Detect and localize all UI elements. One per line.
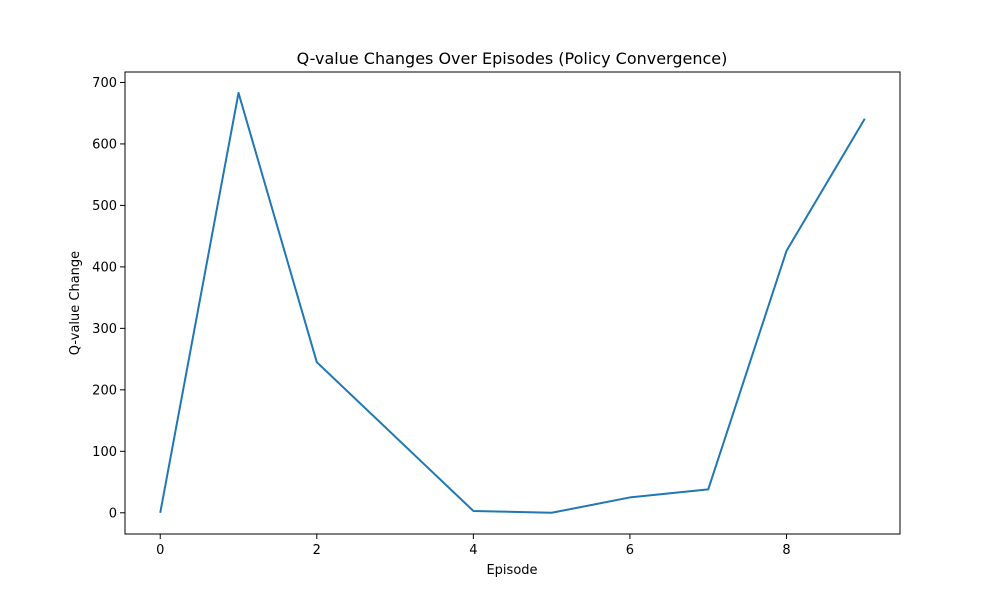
y-tick-label: 500 — [92, 199, 117, 214]
x-tick-label: 0 — [156, 543, 164, 558]
plot-area — [159, 91, 866, 514]
y-tick-label: 200 — [92, 383, 117, 398]
y-axis-label: Q-value Change — [68, 251, 83, 355]
x-tick-label: 6 — [626, 543, 634, 558]
x-tick-label: 2 — [313, 543, 321, 558]
x-tick-label: 8 — [782, 543, 790, 558]
x-tick-label: 4 — [469, 543, 477, 558]
y-tick-label: 300 — [92, 322, 117, 337]
y-tick-label: 0 — [109, 506, 117, 521]
y-tick-label: 700 — [92, 76, 117, 91]
y-tick-label: 100 — [92, 445, 117, 460]
x-axis-label: Episode — [486, 563, 537, 578]
y-tick-label: 400 — [92, 260, 117, 275]
chart-title: Q-value Changes Over Episodes (Policy Co… — [297, 49, 728, 68]
plot-frame — [124, 71, 901, 535]
series-line-0 — [159, 91, 866, 514]
y-tick-label: 600 — [92, 137, 117, 152]
